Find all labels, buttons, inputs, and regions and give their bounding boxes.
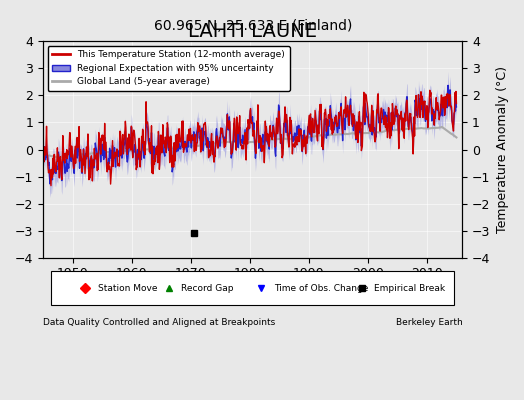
Text: 60.965 N, 25.633 E (Finland): 60.965 N, 25.633 E (Finland) bbox=[154, 19, 352, 33]
Text: Station Move: Station Move bbox=[97, 284, 157, 292]
FancyBboxPatch shape bbox=[51, 271, 454, 305]
Text: Berkeley Earth: Berkeley Earth bbox=[396, 318, 462, 327]
Y-axis label: Temperature Anomaly (°C): Temperature Anomaly (°C) bbox=[496, 66, 509, 233]
Text: Data Quality Controlled and Aligned at Breakpoints: Data Quality Controlled and Aligned at B… bbox=[43, 318, 275, 327]
Text: Record Gap: Record Gap bbox=[181, 284, 234, 292]
Text: Empirical Break: Empirical Break bbox=[374, 284, 445, 292]
Text: Time of Obs. Change: Time of Obs. Change bbox=[274, 284, 368, 292]
Legend: This Temperature Station (12-month average), Regional Expectation with 95% uncer: This Temperature Station (12-month avera… bbox=[48, 46, 290, 91]
Title: LAHTI LAUNE: LAHTI LAUNE bbox=[188, 22, 317, 41]
